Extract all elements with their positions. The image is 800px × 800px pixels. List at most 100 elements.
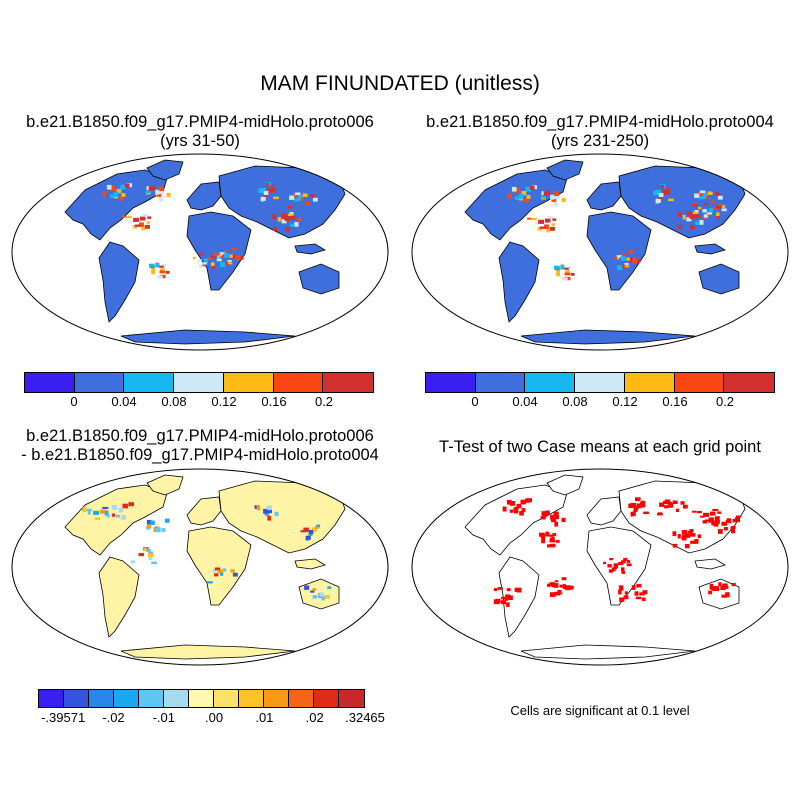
grid-cell [199,253,204,256]
grid-cell [709,511,716,516]
grid-cell [113,192,119,198]
grid-cell [681,530,688,534]
grid-cell [256,505,261,511]
panel-1-title-line1: b.e21.B1850.f09_g17.PMIP4-midHolo.proto0… [26,113,374,131]
grid-cell [549,534,554,537]
grid-cell [497,587,503,590]
grid-cell [619,597,625,602]
grid-cell [611,567,617,570]
grid-cell [718,202,723,206]
grid-cell [677,224,683,229]
grid-cell [642,597,646,602]
grid-cell [543,191,548,197]
grid-cell [539,532,545,537]
grid-cell [551,519,557,522]
grid-cell [222,568,227,572]
grid-cell [139,216,146,221]
grid-cell [551,223,555,227]
grid-cell [639,592,645,596]
grid-cell [162,264,167,268]
grid-cell [149,263,155,268]
grid-cell [232,572,238,577]
grid-cell [93,510,99,515]
grid-cell [141,225,145,231]
grid-cell [144,225,150,229]
map-border [411,153,789,351]
grid-cell [109,194,113,198]
grid-cell [164,518,170,523]
grid-cell [699,220,704,225]
grid-cell [612,568,616,572]
grid-cell [540,196,546,199]
panel-2-title: b.e21.B1850.f09_g17.PMIP4-midHolo.proto0… [400,113,800,151]
grid-cell [260,187,267,192]
grid-cell [231,247,237,251]
grid-cell [232,254,236,259]
grid-cell [713,586,720,591]
grid-cell [516,503,522,509]
colorbar-difference-swatch [289,690,314,707]
colorbar-difference-swatch [39,690,64,707]
grid-cell [289,216,296,220]
grid-cell [550,194,555,200]
grid-cell [139,222,144,227]
grid-cell [667,502,673,506]
grid-cell [714,520,720,524]
panel-2-title-line1: b.e21.B1850.f09_g17.PMIP4-midHolo.proto0… [426,113,774,131]
grid-cell [672,531,677,537]
grid-cell [731,529,736,534]
continent-shape [146,474,184,496]
grid-cell [702,520,708,524]
grid-cell [619,586,624,591]
colorbar-difference-tick-label: .32465 [345,710,385,725]
grid-cell [156,194,162,197]
colorbar-case2-swatch [724,373,774,392]
continent-shape [698,263,740,295]
grid-cell [211,266,215,269]
grid-cell [554,591,560,596]
grid-cell [698,191,704,196]
grid-cell [692,510,697,513]
grid-cell [111,513,115,517]
grid-cell [302,193,307,197]
grid-cell [544,224,549,229]
grid-cell [545,190,550,196]
grid-cell [201,262,207,265]
grid-cell [694,210,699,214]
grid-cell [197,259,202,263]
grid-cell [524,198,529,203]
colorbar-case1-swatch [25,373,75,392]
grid-cell [711,586,717,591]
continent-shape [586,181,622,211]
grid-cell [311,527,317,533]
grid-cell [658,196,663,199]
grid-cell [526,195,531,199]
grid-cell [626,257,632,261]
grid-cell [721,594,728,598]
grid-cell [315,526,319,530]
grid-cell [535,222,540,225]
colorbar-case2-tick-label: 0.2 [715,394,735,409]
grid-cell [158,190,164,195]
grid-cell [272,214,277,220]
grid-cell [507,595,513,600]
grid-cell [134,224,141,227]
grid-cell [266,509,272,514]
grid-cell [94,517,101,520]
grid-cell [665,189,671,195]
grid-cell [709,583,714,588]
grid-cell [121,515,126,520]
grid-cell [213,568,219,573]
grid-cell [689,214,696,219]
grid-cell [121,193,126,197]
continent-shape [464,169,568,241]
grid-cell [319,592,324,597]
grid-cell [229,254,235,258]
grid-cell [518,194,524,200]
panel-1-title: b.e21.B1850.f09_g17.PMIP4-midHolo.proto0… [0,113,400,151]
grid-cell [308,529,314,534]
continent-shape [120,329,296,345]
grid-cell [720,585,726,590]
grid-cell [220,262,226,267]
grid-cell [702,209,707,213]
